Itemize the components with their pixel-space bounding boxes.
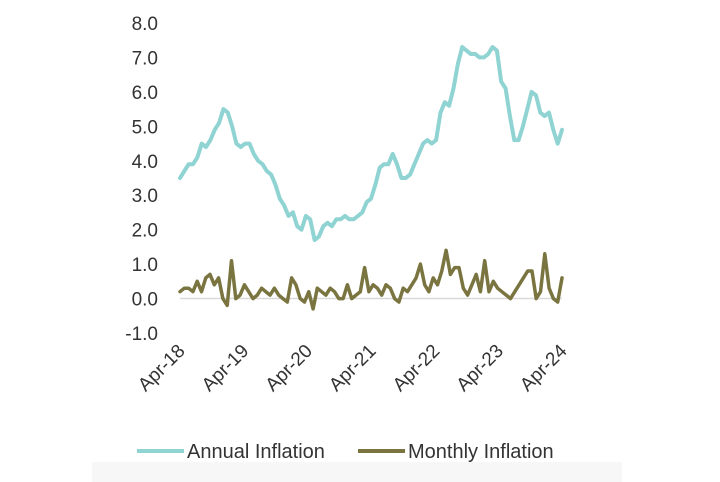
x-tick-label: Apr-22 [389, 341, 444, 396]
y-tick-label: -1.0 [125, 324, 158, 345]
series-line-monthly-inflation [178, 248, 564, 311]
legend-item-annual-inflation: Annual Inflation [137, 441, 325, 463]
x-tick-label: Apr-18 [134, 341, 189, 396]
y-tick-label: 7.0 [132, 48, 158, 69]
y-tick-label: 3.0 [132, 186, 158, 207]
legend: Annual Inflation Monthly Inflation [137, 441, 554, 463]
y-tick-label: 6.0 [132, 83, 158, 104]
series-layer [178, 45, 564, 311]
legend-label-annual-inflation: Annual Inflation [187, 441, 325, 463]
y-tick-label: 1.0 [132, 255, 158, 276]
y-tick-label: 5.0 [132, 117, 158, 138]
legend-label-monthly-inflation: Monthly Inflation [408, 441, 554, 463]
x-tick-label: Apr-20 [262, 341, 317, 396]
x-tick-label: Apr-21 [325, 341, 380, 396]
x-axis: Apr-18 Apr-19 Apr-20 Apr-21 Apr-22 Apr-23 Apr-… [134, 340, 571, 395]
x-tick-label: Apr-24 [516, 340, 571, 395]
legend-item-monthly-inflation: Monthly Inflation [358, 441, 554, 463]
x-tick-label: Apr-23 [453, 341, 508, 396]
series-line-annual-inflation [178, 45, 564, 242]
y-tick-label: 8.0 [132, 14, 158, 35]
y-tick-label: 0.0 [132, 290, 158, 311]
y-tick-label: 2.0 [132, 221, 158, 242]
y-axis: 8.0 7.0 6.0 5.0 4.0 3.0 2.0 1.0 0.0 -1.0 [125, 14, 158, 345]
bottom-band [92, 462, 622, 482]
y-tick-label: 4.0 [132, 152, 158, 173]
x-tick-label: Apr-19 [198, 341, 253, 396]
